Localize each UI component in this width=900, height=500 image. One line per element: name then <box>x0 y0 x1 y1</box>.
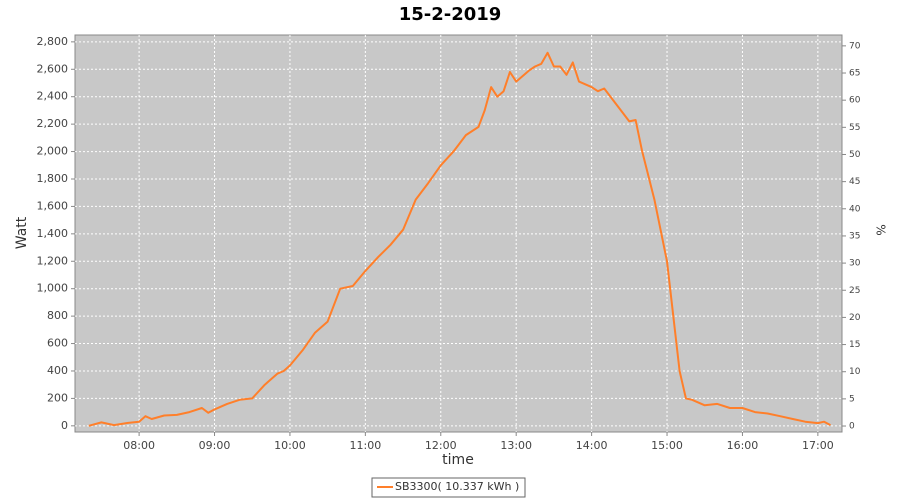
y2-axis-label: % <box>874 224 888 235</box>
y2-tick-label: 40 <box>849 204 861 214</box>
y2-tick-label: 5 <box>849 394 855 404</box>
y-tick-label: 800 <box>47 309 68 322</box>
x-tick-label: 14:00 <box>576 439 608 452</box>
y-tick-label: 2,600 <box>37 62 69 75</box>
plot-area <box>74 34 843 433</box>
x-tick-label: 12:00 <box>425 439 457 452</box>
y-tick-label: 600 <box>47 337 68 350</box>
y-tick-label: 2,200 <box>37 117 69 130</box>
y-tick-label: 200 <box>47 391 68 404</box>
x-tick-label: 17:00 <box>802 439 834 452</box>
legend <box>371 477 526 498</box>
y2-tick-label: 55 <box>849 123 860 133</box>
y-tick-label: 1,400 <box>37 227 69 240</box>
y2-tick-label: 15 <box>849 340 860 350</box>
x-tick-label: 13:00 <box>500 439 532 452</box>
y-tick-label: 1,800 <box>37 172 69 185</box>
x-tick-label: 10:00 <box>274 439 306 452</box>
y2-tick-label: 25 <box>849 286 860 296</box>
y-axis-label: Watt <box>14 216 30 249</box>
y2-tick-label: 35 <box>849 231 860 241</box>
x-tick-label: 15:00 <box>651 439 683 452</box>
y2-tick-label: 20 <box>849 313 861 323</box>
y2-tick-label: 65 <box>849 69 860 79</box>
y2-tick-label: 70 <box>849 41 861 51</box>
x-tick-label: 16:00 <box>727 439 759 452</box>
y-tick-label: 1,600 <box>37 199 69 212</box>
y2-tick-label: 0 <box>849 422 855 432</box>
y2-tick-label: 45 <box>849 177 860 187</box>
y-tick-label: 1,200 <box>37 254 69 267</box>
y-tick-label: 2,000 <box>37 145 69 158</box>
x-tick-label: 08:00 <box>123 439 155 452</box>
y2-tick-label: 60 <box>849 96 861 106</box>
x-tick-label: 11:00 <box>350 439 382 452</box>
x-tick-label: 09:00 <box>199 439 231 452</box>
y2-tick-label: 50 <box>849 150 861 160</box>
y-tick-label: 2,800 <box>37 35 69 48</box>
y-tick-label: 400 <box>47 364 68 377</box>
data-line <box>88 51 831 427</box>
legend-label: SB3300( 10.337 kWh ) <box>395 480 519 493</box>
y-tick-label: 2,400 <box>37 90 69 103</box>
y-tick-label: 1,000 <box>37 282 69 295</box>
chart-title: 15-2-2019 <box>399 4 502 25</box>
y-tick-label: 0 <box>61 419 68 432</box>
y2-tick-label: 30 <box>849 259 861 269</box>
y2-tick-label: 10 <box>849 367 861 377</box>
x-axis-label: time <box>442 452 474 468</box>
